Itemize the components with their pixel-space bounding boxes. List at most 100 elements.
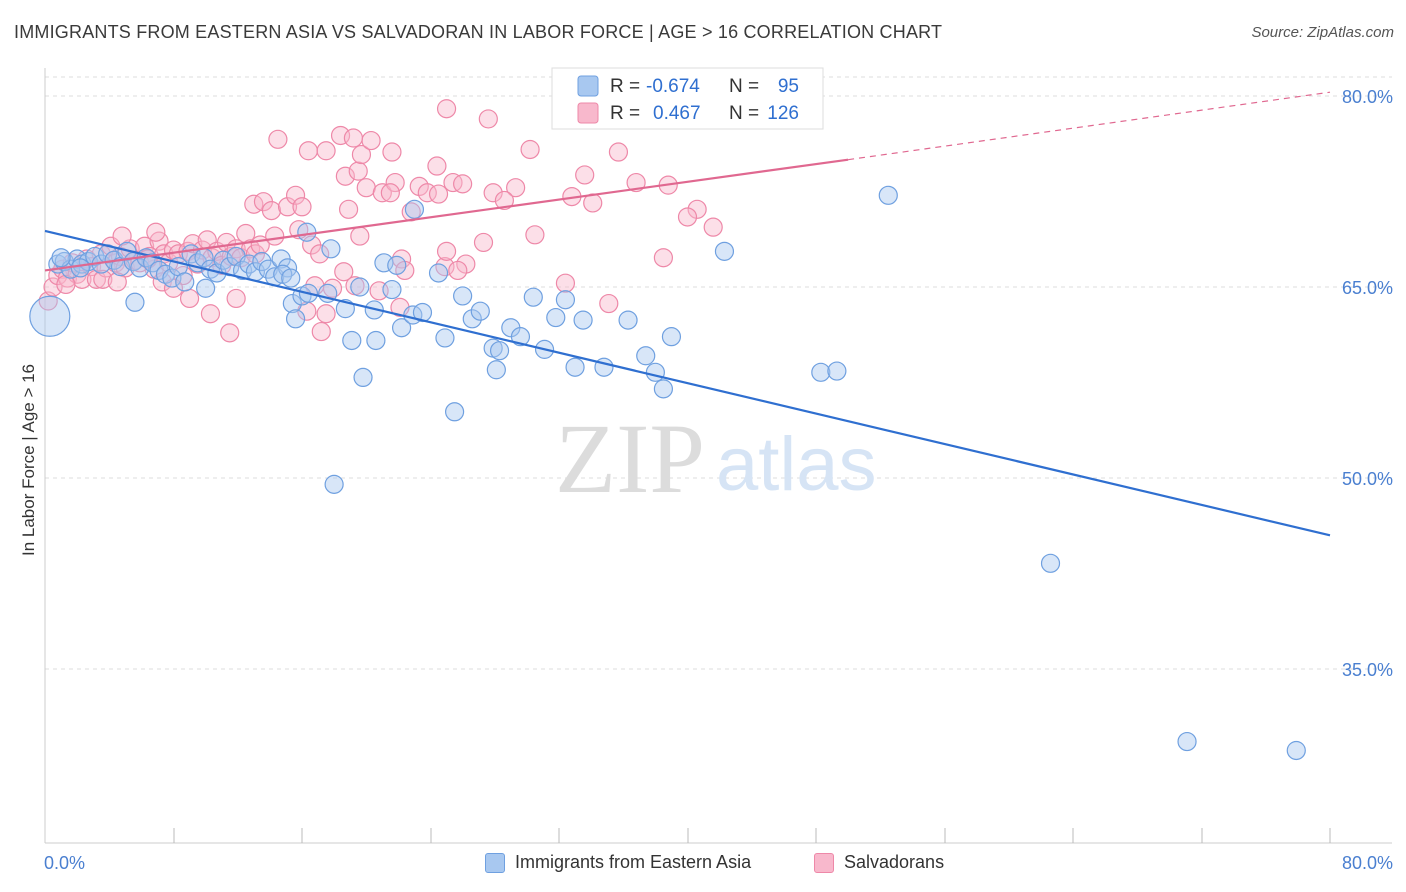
salvadoran-point — [575, 165, 595, 185]
eastern-asia-point — [470, 301, 490, 321]
salvadoran-point — [298, 141, 319, 161]
chart-title: IMMIGRANTS FROM EASTERN ASIA VS SALVADOR… — [14, 22, 943, 42]
y-tick-label: 50.0% — [1342, 469, 1393, 489]
salvadoran-point — [261, 201, 282, 221]
axes — [44, 68, 1392, 844]
eastern-asia-point — [29, 295, 71, 337]
salvadoran-point — [626, 172, 646, 193]
legend-swatch-eastern-asia — [485, 852, 505, 873]
eastern-asia-point — [382, 279, 402, 300]
bottom-legend: Immigrants from Eastern Asia Salvadorans — [0, 852, 1406, 878]
eastern-asia-trend-line — [44, 229, 1331, 537]
salvadoran-point — [311, 321, 331, 342]
tick-labels: 35.0% 50.0% 65.0% 80.0% 0.0% 80.0% — [44, 87, 1393, 873]
salvadoran-point — [555, 273, 576, 293]
eastern-asia-point — [297, 222, 317, 242]
salvadoran-point — [453, 174, 473, 194]
legend-swatch-blue — [577, 75, 599, 97]
eastern-asia-point — [258, 259, 278, 279]
salvadoran-point — [220, 323, 240, 343]
eastern-asia-point — [486, 360, 506, 380]
eastern-asia-point — [321, 239, 341, 259]
salvadoran-point — [382, 142, 402, 162]
salvadoran-point — [183, 234, 203, 254]
legend-r-value-2: 0.467 — [653, 103, 701, 124]
eastern-asia-point — [162, 268, 182, 288]
salvadoran-point — [179, 288, 200, 309]
legend-n-value-1: 95 — [778, 76, 799, 97]
eastern-asia-point — [510, 327, 531, 347]
eastern-asia-point — [350, 277, 370, 297]
legend-n-label-2: N = — [729, 103, 759, 124]
salvadoran-point — [356, 178, 376, 198]
eastern-asia-point — [324, 474, 344, 494]
eastern-asia-point — [645, 362, 665, 382]
salvadoran-point — [292, 197, 312, 217]
watermark-atlas: atlas — [716, 422, 877, 507]
eastern-asia-point — [714, 241, 735, 261]
salvadoran-point — [334, 262, 354, 282]
salvadoran-point — [483, 183, 503, 203]
salvadoran-point — [525, 225, 545, 245]
eastern-asia-point — [130, 258, 150, 278]
eastern-asia-point — [428, 263, 449, 283]
legend-r-label-1: R = — [610, 76, 640, 97]
eastern-asia-point — [252, 251, 272, 272]
salvadoran-point — [316, 141, 336, 161]
eastern-asia-point — [387, 255, 407, 275]
salvadoran-point — [93, 269, 113, 289]
eastern-asia-point — [70, 258, 90, 278]
eastern-asia-point — [1040, 553, 1061, 573]
salvadoran-point — [494, 190, 514, 211]
eastern-asia-point — [125, 292, 145, 312]
legend-item-eastern-asia[interactable]: Immigrants from Eastern Asia — [485, 852, 751, 873]
eastern-asia-point — [175, 272, 195, 292]
gridlines — [45, 76, 1392, 670]
legend-swatch-salvadorans — [814, 852, 834, 873]
eastern-asia-point — [462, 309, 482, 329]
salvadoran-point — [436, 99, 457, 119]
y-tick-label: 65.0% — [1342, 278, 1393, 298]
legend-r-label-2: R = — [610, 103, 640, 124]
salvadoran-point — [677, 207, 698, 227]
salvadoran-point — [56, 274, 76, 295]
salvadoran-point — [277, 197, 298, 217]
salvadoran-point — [338, 199, 359, 219]
eastern-asia-point — [565, 357, 585, 377]
eastern-asia-point — [435, 328, 455, 348]
x-tick-label-max: 80.0% — [1342, 853, 1393, 873]
salvadoran-point — [343, 128, 363, 148]
watermark-zip: ZIP — [555, 403, 705, 514]
salvadoran-point — [436, 241, 457, 261]
eastern-asia-point — [489, 341, 510, 361]
salvadoran-point — [687, 199, 707, 219]
legend-label-salvadorans: Salvadorans — [844, 852, 945, 872]
source-credit: Source: ZipAtlas.com — [1251, 24, 1394, 41]
eastern-asia-point — [827, 361, 847, 381]
salvadoran-point — [428, 184, 449, 204]
eastern-asia-point — [366, 330, 386, 351]
salvadoran-point — [226, 288, 246, 309]
eastern-asia-point — [555, 290, 576, 310]
salvadoran-point — [316, 304, 336, 324]
salvadoran-point — [703, 217, 723, 237]
eastern-asia-point — [196, 278, 216, 298]
salvadoran-point — [200, 304, 221, 324]
salvadoran-point — [448, 260, 468, 281]
eastern-asia-point — [1286, 740, 1306, 761]
y-axis-label: In Labor Force | Age > 16 — [19, 364, 38, 556]
eastern-asia-point — [285, 309, 306, 329]
y-tick-label: 35.0% — [1342, 660, 1393, 680]
salvadoran-point — [146, 222, 166, 242]
legend-label-eastern-asia: Immigrants from Eastern Asia — [515, 852, 752, 872]
eastern-asia-point — [353, 367, 373, 388]
salvadoran-point — [107, 272, 127, 292]
legend-item-salvadorans[interactable]: Salvadorans — [814, 852, 944, 873]
trend-lines — [44, 91, 1331, 537]
salvadoran-point — [385, 172, 405, 193]
eastern-asia-point — [404, 199, 425, 219]
salvadoran-point — [380, 183, 400, 203]
eastern-asia-point — [1177, 731, 1197, 752]
watermark: ZIP atlas — [555, 403, 877, 514]
